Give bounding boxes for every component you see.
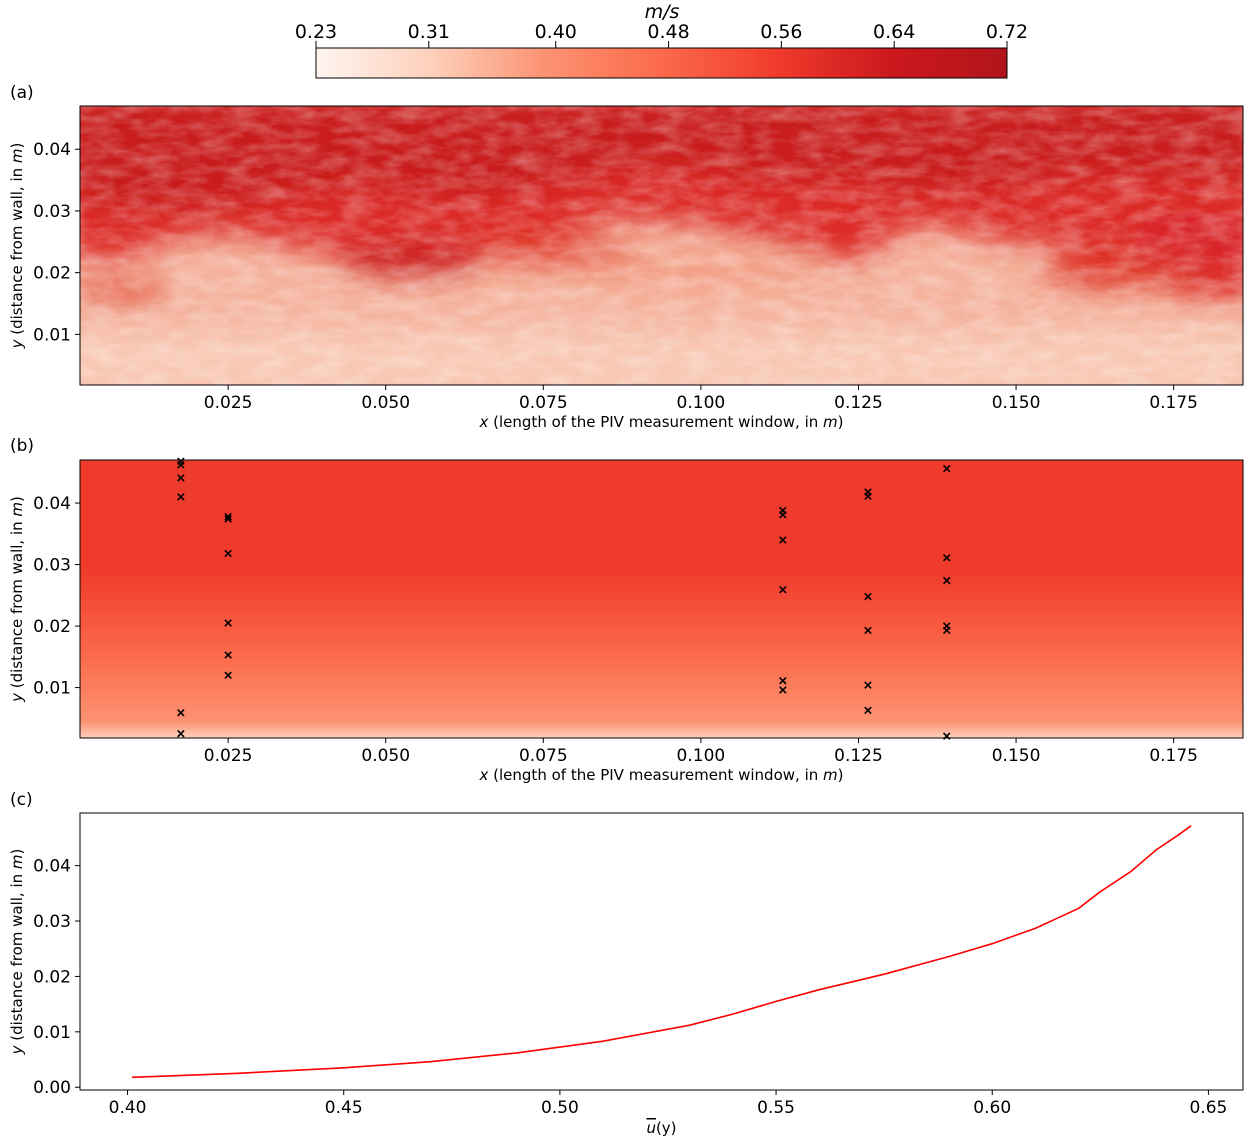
- colorbar-tick-label: 0.64: [873, 21, 915, 43]
- x-tick-label: 0.65: [1189, 1098, 1227, 1118]
- x-tick-label: 0.50: [541, 1098, 579, 1118]
- sample-point-marker: [177, 474, 185, 482]
- y-tick-label: 0.04: [33, 140, 71, 160]
- sample-point-marker: [224, 512, 232, 521]
- y-tick-label: 0.01: [33, 325, 71, 345]
- sample-point-marker: [224, 549, 232, 558]
- sample-point-marker: [779, 510, 787, 519]
- x-tick-label: 0.100: [677, 746, 726, 766]
- panel-c-frame: [79, 812, 1244, 1091]
- panel-b-label: (b): [10, 436, 34, 456]
- x-tick-label: 0.075: [519, 393, 568, 413]
- panel-c-label: (c): [10, 790, 33, 810]
- y-tick-label: 0.02: [33, 264, 71, 284]
- y-tick-label: 0.04: [33, 857, 71, 877]
- sample-point-marker: [224, 515, 232, 523]
- sample-point-marker: [779, 677, 787, 685]
- x-tick-label: 0.050: [361, 393, 410, 413]
- sample-point-marker: [942, 576, 951, 585]
- sample-point-marker: [864, 706, 872, 715]
- sample-point-marker: [864, 492, 872, 501]
- x-tick-label: 0.100: [677, 393, 726, 413]
- x-tick-label: 0.45: [325, 1098, 363, 1118]
- x-tick-label: 0.60: [973, 1098, 1011, 1118]
- x-tick-label: 0.150: [992, 746, 1041, 766]
- y-tick-label: 0.02: [33, 967, 71, 987]
- y-tick-label: 0.03: [33, 912, 71, 932]
- y-axis-label: y (distance from wall, in m): [8, 849, 26, 1056]
- colorbar-ticks: 0.23 0.31 0.40 0.48 0.56 0.64 0.72: [295, 21, 1028, 48]
- sample-point-marker: [779, 586, 787, 594]
- y-tick-label: 0.03: [33, 556, 71, 576]
- panel-a-heatmap: [80, 106, 1243, 385]
- panel-b: (b) 0.025 0.050 0.075 0.100 0.125 0.150 0.1750…: [8, 436, 1244, 784]
- colorbar-gradient: [315, 47, 1008, 79]
- colorbar-tick-label: 0.31: [408, 21, 450, 43]
- panel-b-heatmap: [80, 460, 1243, 738]
- panel-b-markers: [177, 457, 951, 740]
- x-tick-label: 0.125: [834, 746, 883, 766]
- panel-a: (a) 0.025 0.050 0.075 0.100 0.125 0.150 0.1750…: [8, 83, 1244, 431]
- sample-point-marker: [864, 681, 872, 689]
- sample-point-marker: [779, 536, 787, 544]
- sample-point-marker: [177, 493, 185, 501]
- sample-point-marker: [177, 729, 185, 738]
- panel-b-frame: [79, 459, 1244, 739]
- colorbar-unit-label: m/s: [645, 1, 680, 23]
- panel-a-axes: 0.025 0.050 0.075 0.100 0.125 0.150 0.175 0.01 0…: [8, 140, 1198, 431]
- y-tick-label: 0.00: [33, 1078, 71, 1098]
- panel-b-axes: 0.025 0.050 0.075 0.100 0.125 0.150 0.175 0.01 0…: [8, 494, 1198, 784]
- sample-point-marker: [864, 626, 872, 635]
- colorbar-tick-label: 0.72: [986, 21, 1028, 43]
- sample-point-marker: [942, 464, 951, 473]
- sample-point-marker: [864, 592, 872, 601]
- panel-c-axes: 0.40 0.45 0.50 0.55 0.60 0.65 0.00 0.01 0.02 0.03…: [8, 849, 1227, 1137]
- x-tick-label: 0.55: [757, 1098, 795, 1118]
- panel-a-frame: [79, 105, 1244, 386]
- panel-c-line: [131, 825, 1192, 1079]
- y-axis-label: y (distance from wall, in m): [8, 496, 26, 703]
- colorbar: m/s 0.23 0.31 0.40 0.48 0.56 0.64 0.72: [295, 1, 1028, 79]
- x-axis-label: u(y): [646, 1119, 676, 1137]
- sample-point-marker: [224, 671, 232, 680]
- y-tick-label: 0.02: [33, 617, 71, 637]
- x-axis-label: x (length of the PIV measurement window,…: [479, 413, 844, 431]
- colorbar-tick-label: 0.48: [647, 21, 689, 43]
- y-tick-label: 0.01: [33, 1023, 71, 1043]
- sample-point-marker: [779, 686, 787, 694]
- sample-point-marker: [942, 626, 951, 635]
- x-tick-label: 0.050: [361, 746, 410, 766]
- sample-point-marker: [224, 619, 232, 627]
- x-tick-label: 0.125: [834, 393, 883, 413]
- colorbar-tick-label: 0.56: [760, 21, 802, 43]
- x-tick-label: 0.40: [109, 1098, 147, 1118]
- panel-c: (c) 0.40 0.45 0.50 0.55 0.60 0.65 0.00 0.01 0.02…: [8, 790, 1244, 1137]
- y-axis-label: y (distance from wall, in m): [8, 143, 26, 350]
- panel-a-label: (a): [10, 83, 34, 103]
- sample-point-marker: [177, 709, 185, 717]
- y-tick-label: 0.04: [33, 494, 71, 514]
- x-tick-label: 0.025: [204, 393, 253, 413]
- x-tick-label: 0.075: [519, 746, 568, 766]
- y-tick-label: 0.03: [33, 202, 71, 222]
- x-axis-label: x (length of the PIV measurement window,…: [479, 766, 844, 784]
- sample-point-marker: [224, 651, 232, 659]
- x-tick-label: 0.025: [204, 746, 253, 766]
- x-tick-label: 0.175: [1149, 393, 1198, 413]
- x-tick-label: 0.175: [1149, 746, 1198, 766]
- colorbar-tick-label: 0.23: [295, 21, 337, 43]
- x-tick-label: 0.150: [992, 393, 1041, 413]
- y-tick-label: 0.01: [33, 679, 71, 699]
- mean-velocity-profile-line: [131, 825, 1192, 1079]
- colorbar-tick-label: 0.40: [535, 21, 577, 43]
- sample-point-marker: [942, 554, 951, 562]
- sample-point-marker: [177, 461, 185, 469]
